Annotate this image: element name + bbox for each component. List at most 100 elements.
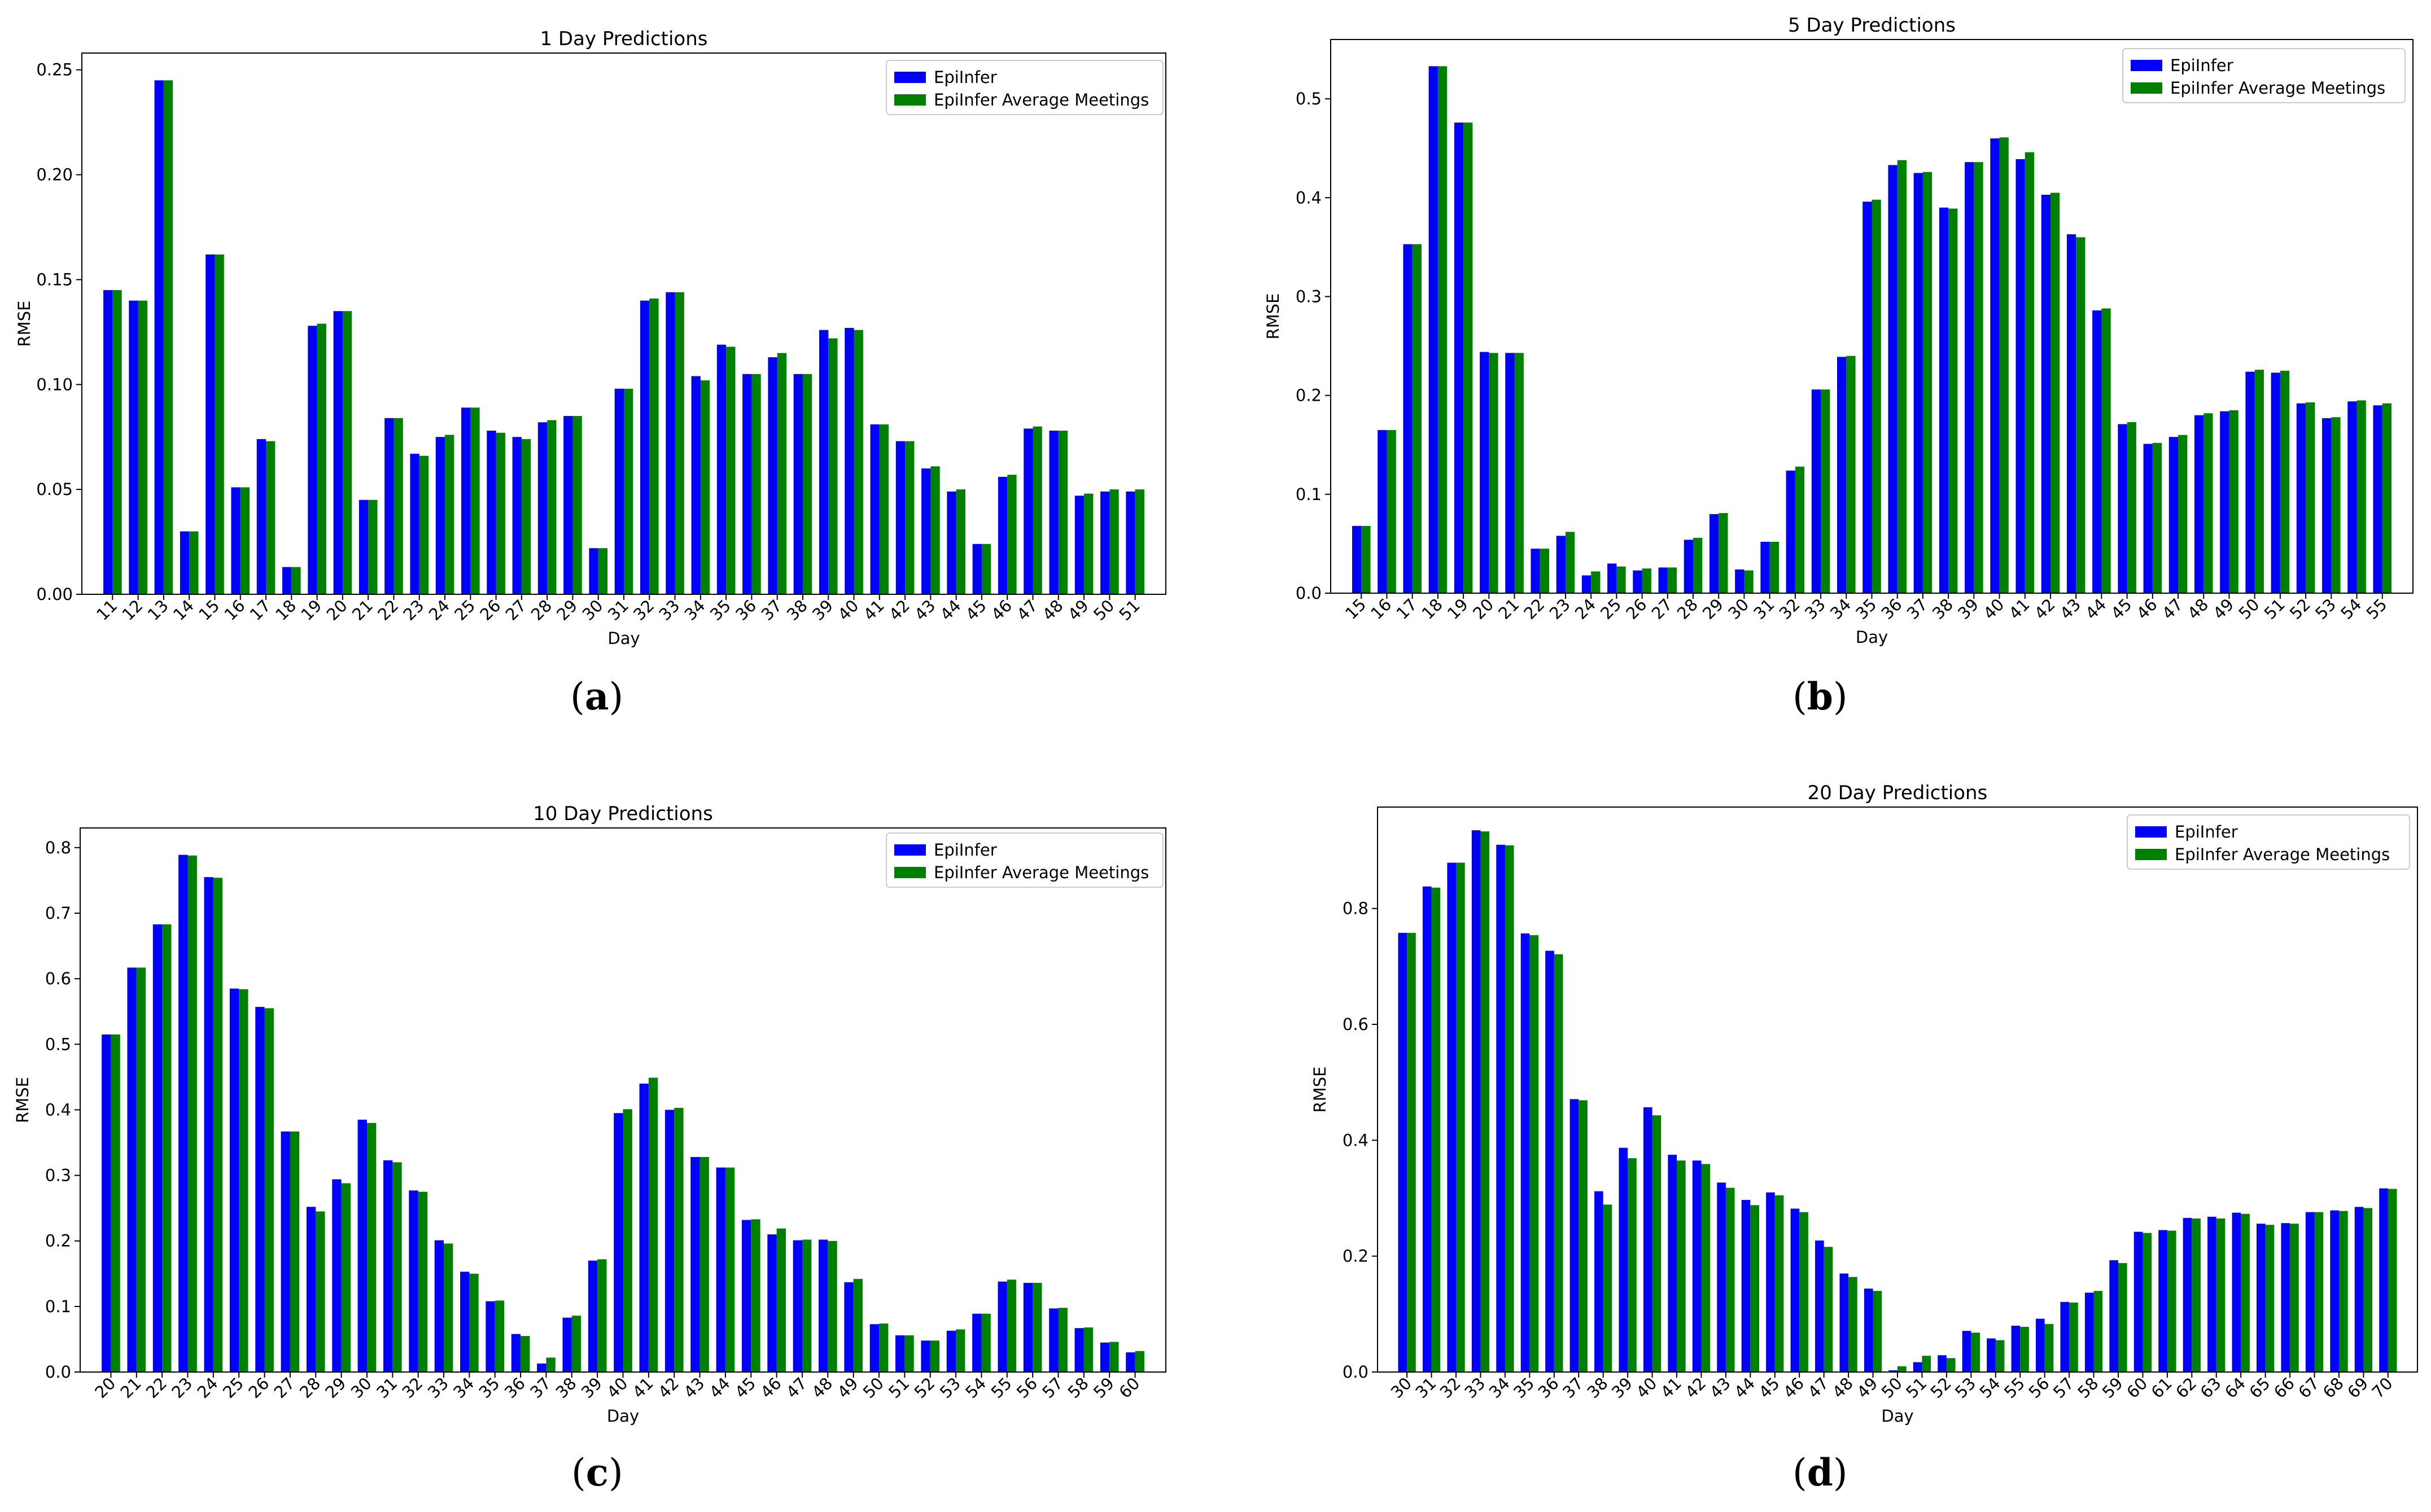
bar-avg-meetings-day-51: [904, 1335, 914, 1372]
bar-epiinfer-day-29: [1709, 514, 1719, 593]
bar-avg-meetings-day-37: [546, 1357, 556, 1372]
bar-avg-meetings-day-59: [1109, 1342, 1119, 1372]
bar-epiinfer-day-11: [103, 290, 113, 594]
bar-epiinfer-day-68: [2330, 1210, 2339, 1372]
x-tick-label: 55: [2363, 595, 2391, 623]
bar-avg-meetings-day-37: [1922, 172, 1932, 593]
chart-panel-d: 0.0 0.2 0.4 0.6 0.8 30 31 32 33 34 35 36 37 38 39 40 41 4…: [1216, 756, 2431, 1512]
y-axis-label: RMSE: [1310, 1067, 1330, 1113]
bar-epiinfer-day-18: [282, 567, 292, 594]
bar-avg-meetings-day-14: [189, 531, 199, 594]
bar-epiinfer-day-36: [742, 374, 752, 594]
x-tick-label: 32: [1436, 1374, 1464, 1402]
x-tick-label: 21: [348, 596, 377, 624]
y-tick-label: 0.20: [36, 165, 73, 185]
y-tick-label: 0.6: [1343, 1015, 1368, 1034]
bar-epiinfer-day-45: [1766, 1192, 1775, 1372]
x-tick-label: 38: [552, 1374, 580, 1402]
x-tick-label: 36: [732, 596, 760, 624]
x-tick-label: 65: [2245, 1374, 2273, 1402]
x-tick-label: 67: [2294, 1374, 2323, 1402]
x-tick-label: 40: [1979, 595, 2008, 623]
x-tick-label: 45: [2107, 595, 2135, 623]
x-tick-label: 44: [1730, 1374, 1759, 1402]
bar-epiinfer-day-49: [2220, 411, 2229, 593]
x-tick-label: 47: [1804, 1374, 1832, 1402]
chart-title: 5 Day Predictions: [1788, 14, 1956, 37]
x-tick-label: 48: [808, 1374, 836, 1402]
x-tick-label: 46: [1779, 1374, 1808, 1402]
bar-epiinfer-day-26: [255, 1007, 265, 1372]
bar-epiinfer-day-53: [946, 1330, 956, 1372]
bar-epiinfer-day-28: [306, 1207, 316, 1372]
x-tick-label: 58: [2074, 1374, 2102, 1402]
bar-avg-meetings-day-39: [828, 338, 838, 594]
bar-epiinfer-day-50: [1100, 491, 1110, 594]
bar-epiinfer-day-57: [1049, 1308, 1059, 1372]
bar-epiinfer-day-34: [1837, 357, 1847, 593]
bar-epiinfer-day-51: [895, 1335, 905, 1372]
bar-avg-meetings-day-25: [1616, 566, 1626, 593]
x-tick-label: 70: [2368, 1374, 2397, 1402]
bar-epiinfer-day-37: [537, 1363, 546, 1372]
bar-epiinfer-day-42: [1692, 1160, 1702, 1372]
bar-epiinfer-day-40: [1643, 1107, 1652, 1372]
bar-epiinfer-day-59: [1100, 1342, 1110, 1372]
legend-label-epiinfer: EpiInfer: [2170, 56, 2233, 75]
x-tick-label: 33: [1801, 595, 1829, 623]
bar-epiinfer-day-48: [819, 1239, 828, 1372]
bar-epiinfer-day-45: [972, 544, 982, 594]
bar-avg-meetings-day-49: [2229, 410, 2238, 593]
bar-epiinfer-day-40: [1990, 138, 2000, 593]
bar-epiinfer-day-51: [2271, 372, 2280, 593]
bar-avg-meetings-day-11: [112, 290, 122, 594]
bar-avg-meetings-day-33: [1821, 389, 1830, 593]
bar-epiinfer-day-42: [2041, 195, 2050, 593]
bar-epiinfer-day-17: [256, 439, 266, 594]
bar-avg-meetings-day-49: [1873, 1291, 1882, 1372]
x-tick-label: 53: [2311, 595, 2340, 623]
bar-avg-meetings-day-38: [1948, 208, 1958, 593]
bar-avg-meetings-day-37: [1579, 1100, 1588, 1372]
bar-avg-meetings-day-26: [1642, 568, 1651, 593]
x-tick-label: 20: [323, 596, 351, 624]
bar-epiinfer-day-31: [1422, 886, 1432, 1372]
bar-avg-meetings-day-62: [2192, 1218, 2201, 1372]
bar-avg-meetings-day-53: [956, 1329, 965, 1372]
bar-avg-meetings-day-34: [700, 380, 710, 594]
bar-epiinfer-day-55: [2373, 405, 2382, 593]
chart-panel-a: 0.00 0.05 0.10 0.15 0.20 0.25 11 12 13 14 15 16 17 18…: [0, 0, 1216, 756]
bar-avg-meetings-day-28: [547, 420, 557, 594]
x-tick-label: 35: [706, 596, 734, 624]
bar-epiinfer-day-44: [716, 1167, 725, 1372]
bar-epiinfer-day-34: [691, 376, 701, 594]
x-tick-label: 17: [246, 596, 274, 624]
bar-avg-meetings-day-31: [1769, 541, 1779, 593]
y-tick-label: 0.7: [45, 904, 71, 923]
x-tick-label: 54: [1976, 1374, 2004, 1402]
bar-avg-meetings-day-32: [418, 1191, 427, 1372]
bar-epiinfer-day-39: [819, 330, 829, 594]
x-axis-label: Day: [1856, 628, 1888, 647]
x-tick-label: 35: [1852, 595, 1880, 623]
x-tick-label: 15: [195, 596, 223, 624]
legend-swatch-avg-meetings: [894, 94, 926, 106]
bar-avg-meetings-day-41: [879, 424, 889, 594]
bar-epiinfer-day-37: [1913, 173, 1923, 593]
bar-avg-meetings-day-29: [572, 416, 582, 594]
y-tick-label: 0.0: [45, 1362, 71, 1382]
bar-avg-meetings-day-30: [1407, 932, 1416, 1372]
bar-epiinfer-day-31: [614, 388, 624, 594]
x-tick-label: 29: [553, 596, 581, 624]
x-tick-label: 33: [424, 1374, 452, 1402]
bar-avg-meetings-day-29: [1719, 513, 1728, 593]
bar-avg-meetings-day-66: [2290, 1224, 2299, 1372]
x-tick-label: 44: [2082, 595, 2110, 623]
bar-avg-meetings-day-55: [2020, 1326, 2029, 1372]
bar-avg-meetings-day-57: [1058, 1308, 1068, 1372]
x-tick-label: 24: [1571, 595, 1599, 623]
x-tick-label: 30: [1724, 595, 1752, 623]
bar-avg-meetings-day-45: [2127, 422, 2136, 593]
bar-avg-meetings-day-35: [1529, 935, 1538, 1372]
x-axis-label: Day: [1881, 1406, 1913, 1426]
